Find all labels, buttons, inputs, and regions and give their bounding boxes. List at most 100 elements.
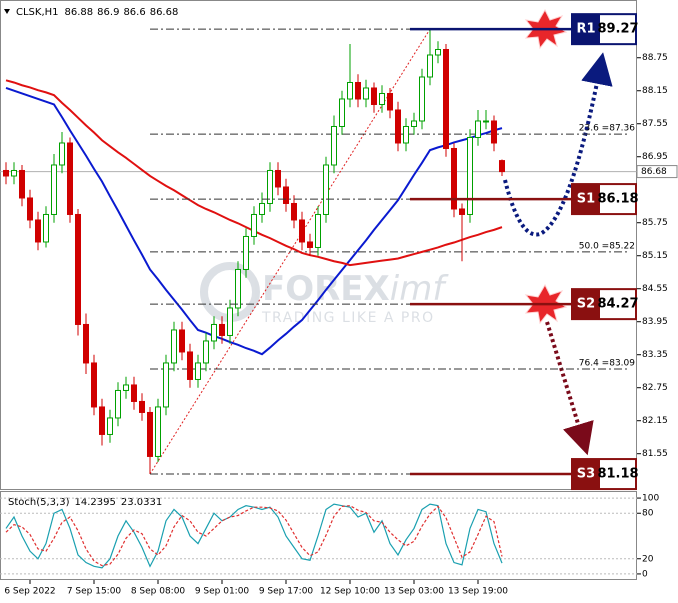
candle-body bbox=[331, 125, 337, 166]
stoch-line bbox=[5, 503, 503, 569]
candle-body bbox=[275, 169, 281, 188]
candle-body bbox=[395, 109, 401, 144]
x-tick-label: 13 Sep 19:00 bbox=[448, 587, 508, 597]
candle-body bbox=[3, 169, 9, 177]
level-name: S2 bbox=[577, 297, 595, 312]
stoch-main-last: 14.2395 bbox=[74, 497, 115, 508]
y-tick-label: 0 bbox=[642, 569, 648, 579]
x-tick-label: 12 Sep 10:00 bbox=[320, 587, 380, 597]
level-name-box bbox=[572, 459, 600, 490]
level-name-box bbox=[572, 14, 600, 45]
candle-body bbox=[307, 241, 313, 248]
candle-body bbox=[355, 81, 361, 100]
level-name-box bbox=[572, 184, 600, 215]
candle-body bbox=[411, 120, 417, 127]
projection-up bbox=[503, 52, 613, 237]
y-tick-label: 86.95 bbox=[642, 152, 668, 162]
y-tick-label: 83.35 bbox=[642, 350, 668, 360]
level-name-box bbox=[572, 289, 600, 320]
candle-body bbox=[147, 411, 153, 457]
symbol: CLSK,H1 bbox=[16, 7, 59, 18]
candle-body bbox=[51, 164, 57, 215]
projection-down bbox=[545, 321, 594, 456]
candle-body bbox=[491, 120, 497, 144]
watermark-tagline: TRADING LIKE A PRO bbox=[261, 310, 435, 326]
candle-body bbox=[139, 400, 145, 413]
current-price-box bbox=[636, 165, 678, 179]
level-name: S3 bbox=[577, 467, 595, 482]
level-value: 81.18 bbox=[597, 467, 638, 482]
candle-body bbox=[187, 351, 193, 380]
y-tick-label: 84.55 bbox=[642, 284, 668, 294]
candle-body bbox=[131, 384, 137, 402]
level-value: 84.27 bbox=[597, 297, 638, 312]
candle-body bbox=[267, 169, 273, 204]
chart-header: CLSK,H1 86.88 86.9 86.6 86.68 bbox=[16, 7, 178, 18]
candle-body bbox=[75, 213, 81, 325]
candle-body bbox=[379, 92, 385, 105]
last-low: 86.6 bbox=[123, 7, 145, 18]
x-tick-label: 6 Sep 2022 bbox=[4, 587, 55, 597]
y-tick-label: 85.75 bbox=[642, 218, 668, 228]
y-tick-label: 20 bbox=[642, 554, 654, 564]
last-open: 86.88 bbox=[65, 7, 94, 18]
candle-body bbox=[107, 417, 113, 435]
candle-body bbox=[251, 213, 257, 237]
x-tick-label: 9 Sep 01:00 bbox=[195, 587, 250, 597]
stoch-signal-last: 23.0331 bbox=[121, 497, 162, 508]
candle-body bbox=[259, 202, 265, 215]
y-tick-label: 82.75 bbox=[642, 383, 668, 393]
menu-icon bbox=[4, 9, 10, 14]
stoch-header: Stoch(5,3,3) 14.2395 23.0331 bbox=[8, 497, 162, 508]
level-name: S1 bbox=[577, 192, 595, 207]
candle-body bbox=[459, 208, 465, 215]
y-tick-label: 88.75 bbox=[642, 53, 668, 63]
fib-label: 76.4 =83.09 bbox=[579, 359, 635, 369]
watermark-brand: FOREXimf bbox=[262, 269, 449, 309]
candle-body bbox=[91, 362, 97, 408]
candle-body bbox=[35, 219, 41, 243]
candle-body bbox=[467, 136, 473, 215]
fib-label: 23.6 =87.36 bbox=[579, 124, 635, 134]
y-tick-label: 100 bbox=[642, 494, 659, 504]
x-tick-label: 7 Sep 15:00 bbox=[67, 587, 122, 597]
candle-body bbox=[387, 92, 393, 111]
candle-body bbox=[347, 81, 353, 100]
stoch-title: Stoch(5,3,3) bbox=[8, 497, 70, 508]
candle-body bbox=[403, 125, 409, 144]
candle-body bbox=[227, 307, 233, 336]
candle-body bbox=[435, 48, 441, 56]
candle-body bbox=[443, 48, 449, 149]
candle-body bbox=[451, 147, 457, 210]
candle-body bbox=[243, 235, 249, 270]
candle-body bbox=[155, 406, 161, 457]
candle-body bbox=[339, 98, 345, 127]
candle-body bbox=[235, 268, 241, 309]
y-tick-label: 81.55 bbox=[642, 449, 668, 459]
level-value: 86.18 bbox=[597, 192, 638, 207]
level-value: 89.27 bbox=[597, 22, 638, 37]
candle-body bbox=[123, 384, 129, 391]
level-name: R1 bbox=[576, 22, 595, 37]
y-tick-label: 80 bbox=[642, 509, 654, 519]
candle-body bbox=[99, 406, 105, 435]
watermark: FOREXimf TRADING LIKE A PRO bbox=[200, 262, 449, 326]
candle-body bbox=[371, 87, 377, 105]
y-tick-label: 88.15 bbox=[642, 86, 668, 96]
candle-body bbox=[171, 329, 177, 364]
candle-body bbox=[315, 213, 321, 248]
candle-body bbox=[283, 186, 289, 204]
y-tick-label: 87.55 bbox=[642, 119, 668, 129]
candle-body bbox=[427, 54, 433, 78]
candle-body bbox=[323, 164, 329, 215]
y-tick-label: 83.95 bbox=[642, 317, 668, 327]
candle-body bbox=[203, 340, 209, 364]
candle-body bbox=[483, 120, 489, 123]
y-tick-label: 82.15 bbox=[642, 416, 668, 426]
candle-body bbox=[195, 362, 201, 380]
candle-body bbox=[211, 323, 217, 342]
candle-body bbox=[499, 160, 505, 173]
fib-label: 50.0 =85.22 bbox=[579, 241, 635, 251]
candle-body bbox=[115, 389, 121, 419]
candle-body bbox=[299, 219, 305, 243]
